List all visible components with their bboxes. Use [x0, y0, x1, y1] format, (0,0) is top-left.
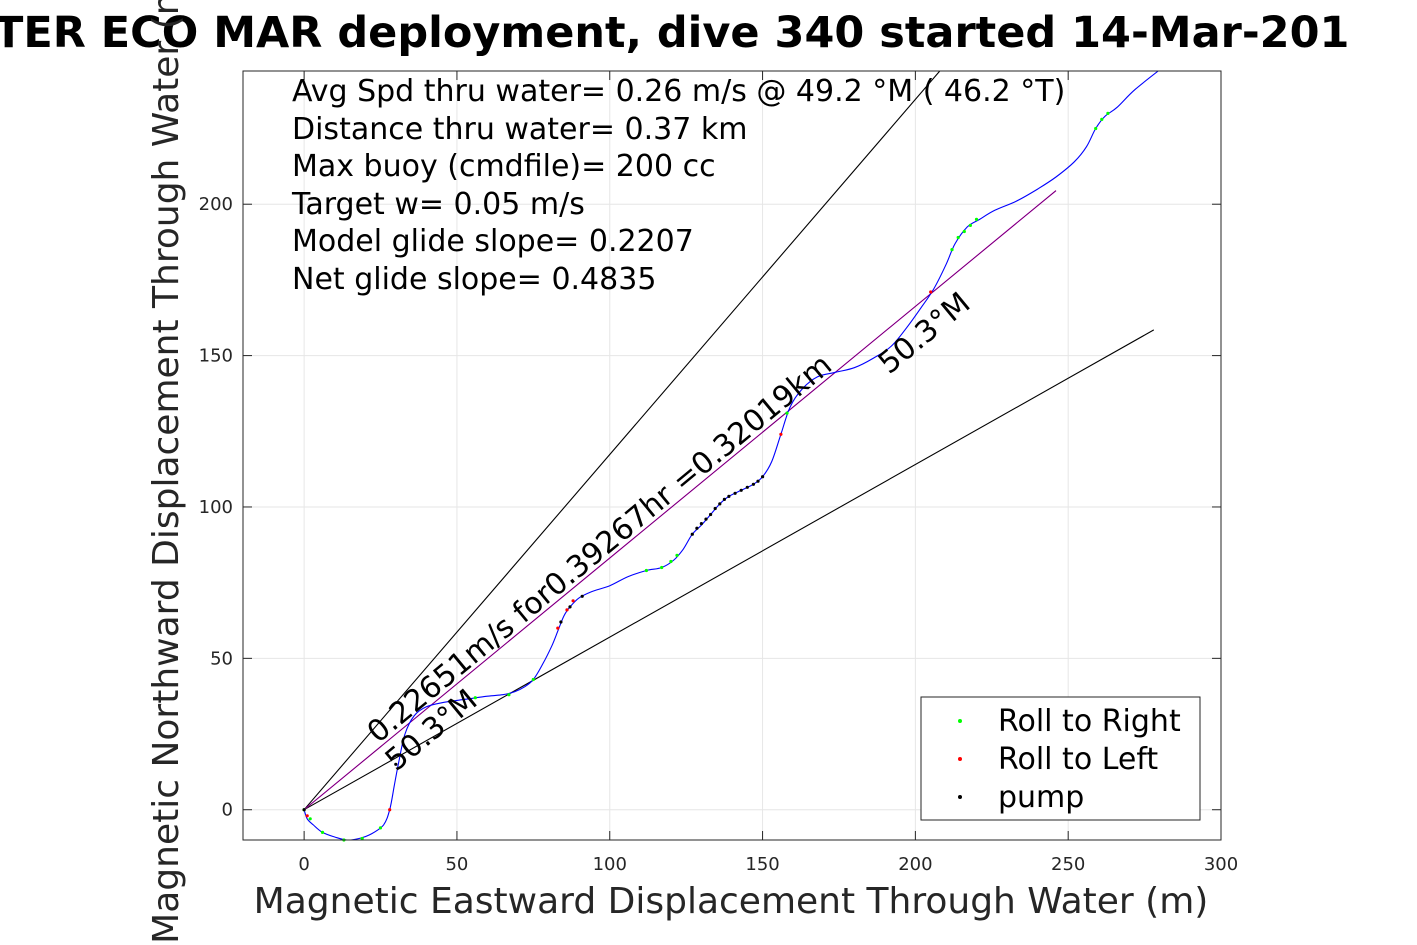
x-tick-label: 0: [298, 854, 309, 875]
roll-right-point: [360, 836, 364, 841]
x-axis-label: Magnetic Eastward Displacement Through W…: [254, 881, 1209, 922]
roll-right-point: [320, 830, 325, 835]
pump-point: [745, 485, 749, 489]
roll-right-point: [1106, 111, 1110, 115]
legend-marker-roll-left: [958, 757, 962, 761]
pump-point: [718, 502, 722, 506]
roll-right-point: [308, 817, 312, 821]
stat-max-buoy: Max buoy (cmdfile)= 200 cc: [292, 149, 716, 184]
stat-distance: Distance thru water= 0.37 km: [292, 112, 747, 147]
legend-label-roll-right: Roll to Right: [998, 704, 1181, 739]
pump-point: [568, 605, 572, 609]
y-tick-label: 100: [199, 497, 233, 518]
pump-point: [727, 494, 731, 498]
roll-right-point: [675, 553, 679, 558]
roll-right-point: [660, 565, 664, 570]
pump-point: [559, 620, 563, 624]
legend-marker-roll-right: [958, 719, 962, 723]
roll-right-point: [962, 229, 966, 234]
pump-point: [739, 488, 743, 492]
y-tick-label: 0: [222, 800, 233, 821]
roll-right-point: [785, 411, 789, 415]
legend: Roll to Right Roll to Left pump: [920, 696, 1201, 821]
roll-right-point: [378, 826, 383, 830]
pump-point: [302, 808, 306, 812]
pump-point: [722, 497, 727, 501]
x-tick-label: 50: [445, 854, 468, 875]
y-tick-label: 50: [210, 648, 233, 669]
chart-title: TER ECO MAR deployment, dive 340 started…: [0, 8, 1349, 58]
roll-right-point: [644, 568, 649, 573]
track-line: [303, 71, 1160, 840]
x-tick-label: 250: [1051, 854, 1085, 875]
plot-frame: [242, 70, 1222, 841]
y-tick-label: 150: [199, 346, 233, 367]
roll-left-point: [305, 814, 309, 818]
y-tick-label: 200: [199, 194, 233, 215]
legend-marker-pump: [958, 795, 962, 799]
roll-left-point: [571, 599, 575, 603]
pump-point: [704, 517, 708, 521]
x-tick-label: 150: [745, 854, 779, 875]
roll-left-point: [388, 808, 392, 812]
legend-box: [920, 696, 1201, 821]
roll-left-point: [556, 626, 560, 630]
pump-point: [713, 506, 717, 511]
roll-left-point: [929, 290, 933, 294]
roll-right-point: [669, 559, 673, 564]
lines-layer: [303, 71, 1160, 840]
pump-point: [761, 475, 765, 479]
pump-point: [394, 762, 398, 766]
roll-right-point: [531, 677, 535, 682]
pump-point: [699, 522, 704, 526]
pump-point: [580, 594, 584, 598]
pump-point: [751, 482, 756, 486]
pump-point: [690, 532, 694, 536]
cone-line-left: [303, 71, 941, 811]
x-tick-label: 300: [1204, 854, 1238, 875]
roll-right-point: [974, 217, 979, 221]
stat-target-w: Target w= 0.05 m/s: [291, 187, 585, 222]
markers-layer: [302, 111, 1110, 842]
stats-box: Avg Spd thru water= 0.26 m/s @ 49.2 °M (…: [291, 74, 1065, 297]
pump-point: [756, 479, 760, 483]
y-axis-label: Magnetic Northward Displacement Through …: [146, 0, 187, 944]
stat-avg-speed: Avg Spd thru water= 0.26 m/s @ 49.2 °M (…: [292, 74, 1065, 109]
roll-right-point: [473, 696, 477, 700]
roll-right-point: [507, 693, 511, 697]
stat-net-glide: Net glide slope= 0.4835: [292, 262, 656, 297]
x-tick-label: 100: [593, 854, 627, 875]
ticks: 0 50 100 150 200 250 300 0 50 100 150 200: [199, 71, 1238, 875]
roll-left-point: [565, 608, 569, 612]
roll-right-point: [956, 235, 960, 240]
legend-label-roll-left: Roll to Left: [998, 742, 1158, 777]
stat-model-glide: Model glide slope= 0.2207: [292, 224, 694, 259]
pump-point: [709, 512, 713, 517]
cone-line-right: [303, 329, 1155, 811]
roll-right-point: [968, 223, 973, 227]
roll-right-point: [950, 248, 954, 252]
pump-point: [733, 491, 737, 495]
x-tick-label: 200: [898, 854, 932, 875]
roll-left-point: [779, 432, 783, 436]
pump-point: [695, 526, 699, 530]
roll-right-point: [1094, 126, 1098, 131]
legend-label-pump: pump: [998, 780, 1084, 815]
roll-right-point: [1100, 117, 1104, 121]
